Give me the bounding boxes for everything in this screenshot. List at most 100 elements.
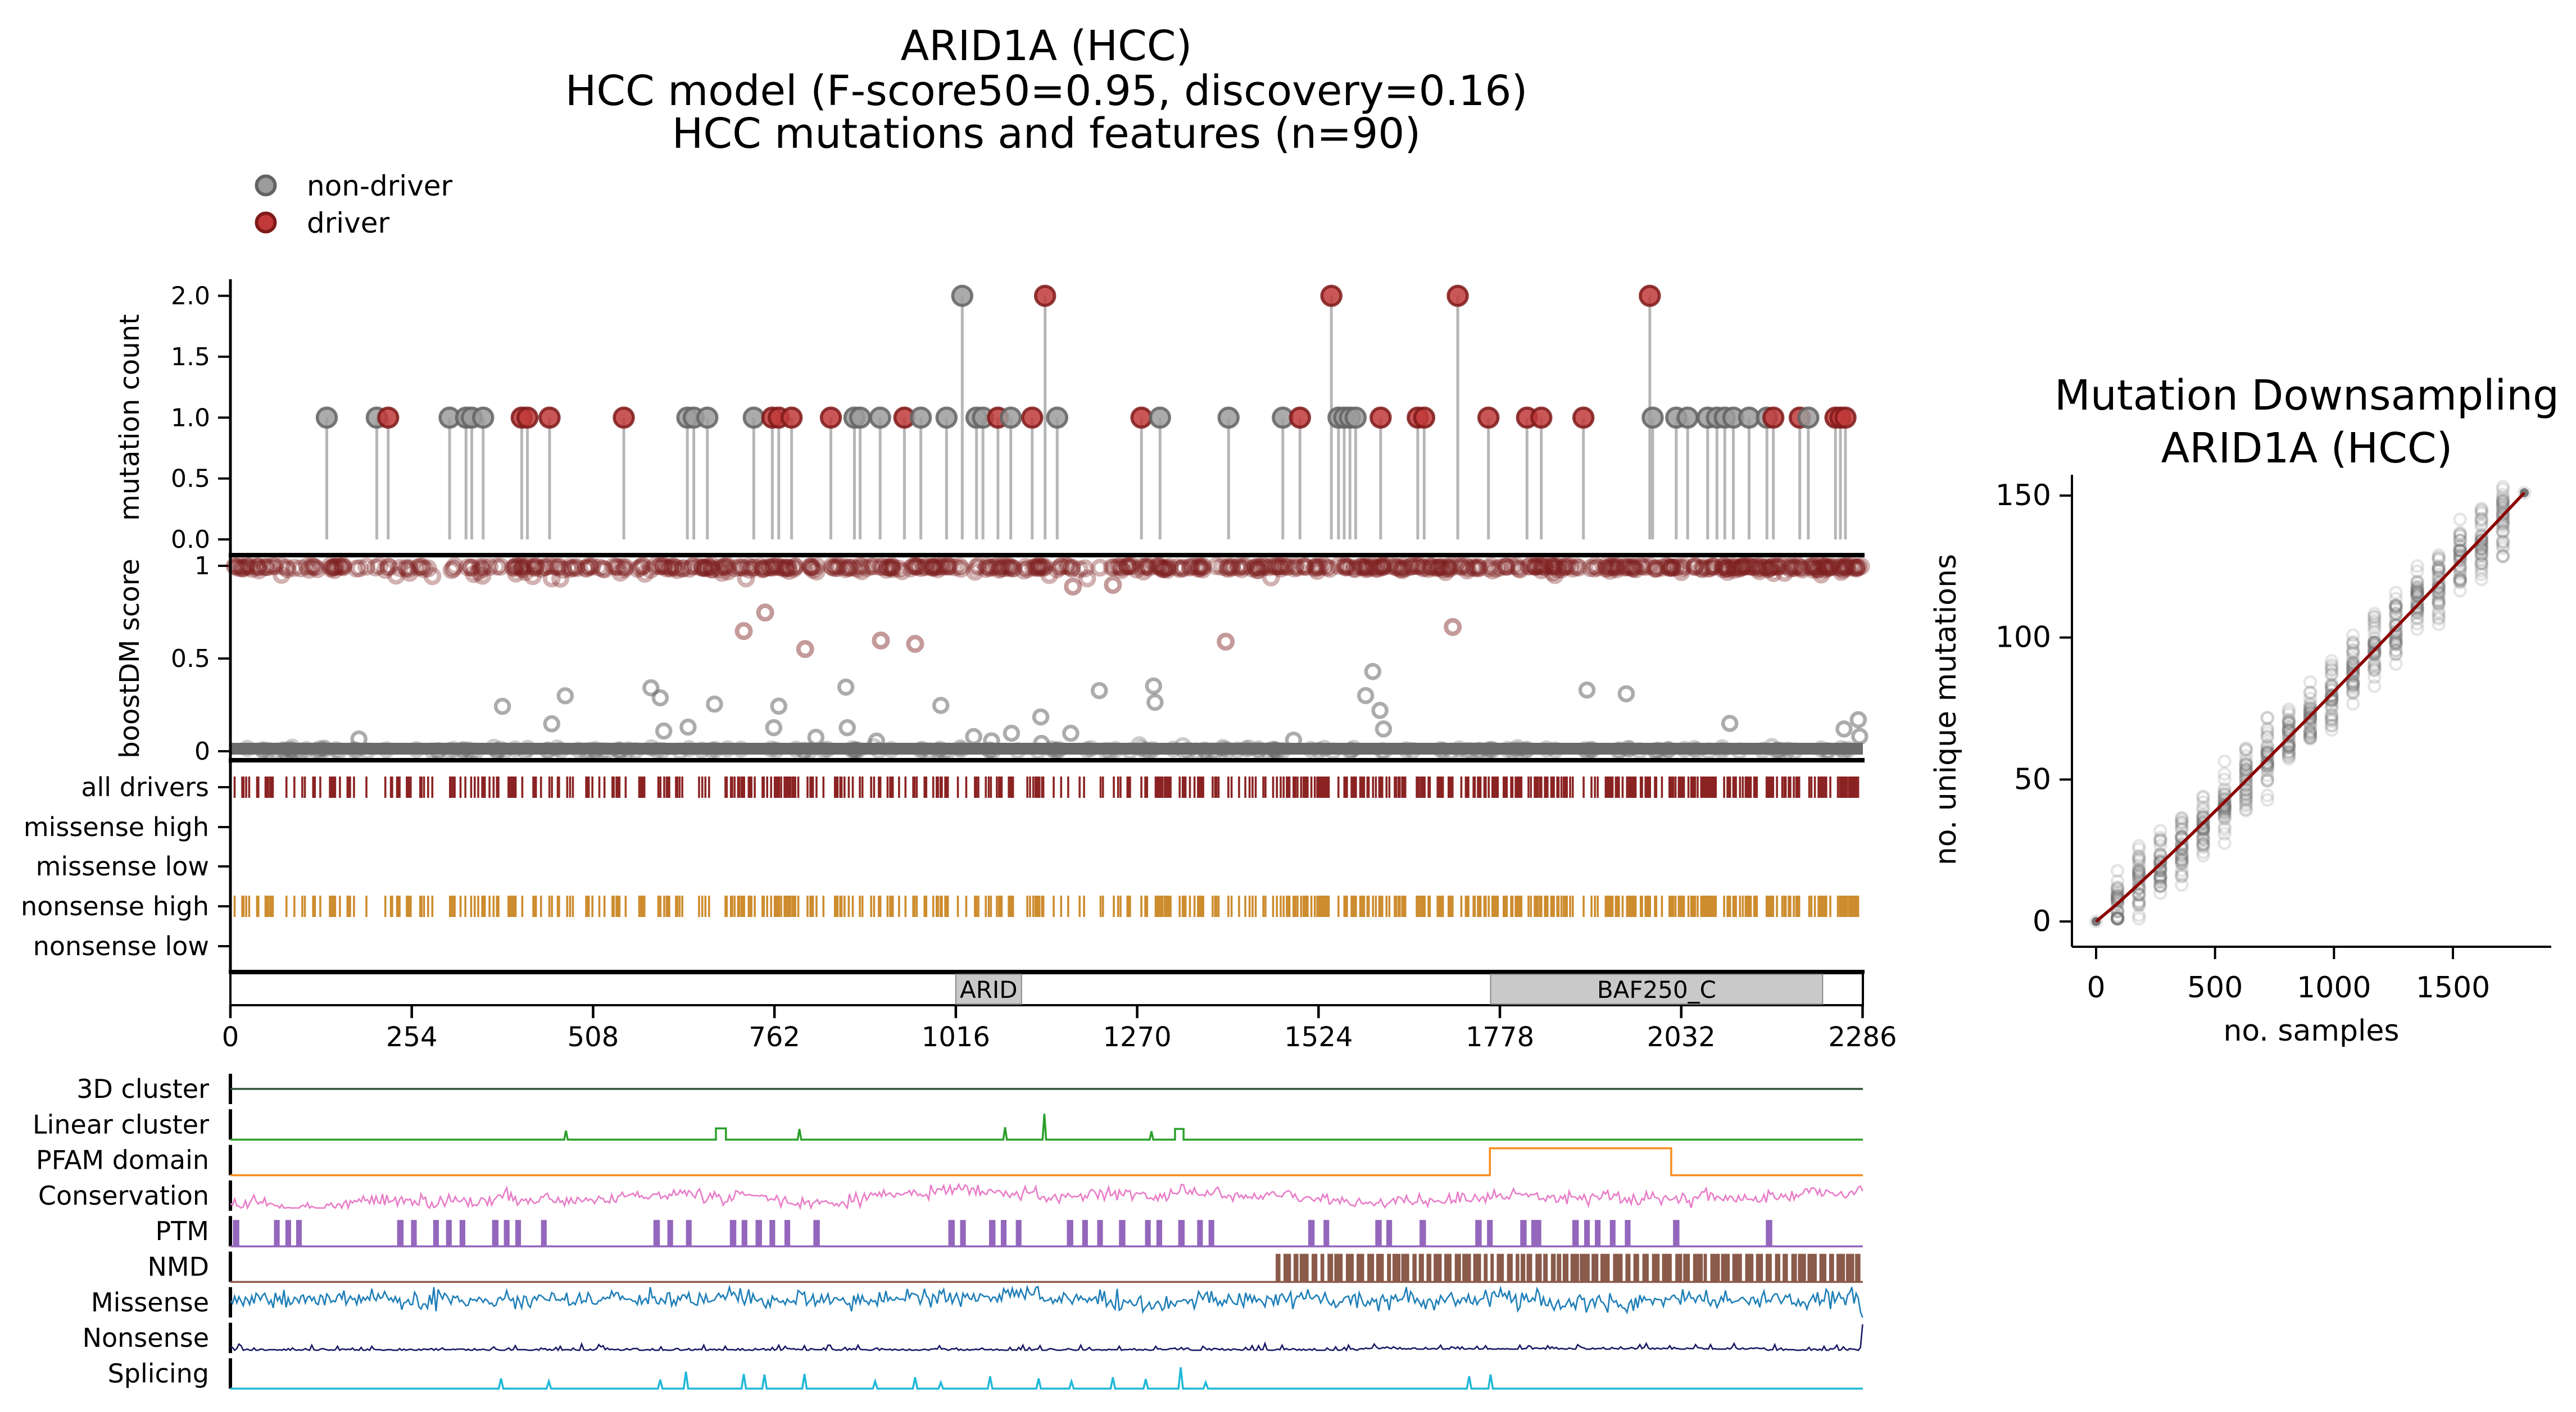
downsampling-point (2496, 507, 2510, 522)
boostdm-point-driver (1275, 557, 1293, 575)
boostdm-point-driver (1581, 559, 1599, 577)
boostdm-point-driver (273, 557, 291, 575)
boostdm-point-driver (732, 558, 751, 576)
downsampling-point (2153, 847, 2167, 861)
boostdm-point-driver (1318, 558, 1336, 576)
boostdm-point-driver (473, 566, 492, 585)
downsampling-point (2110, 905, 2125, 919)
boostdm-point-driver (1821, 557, 1840, 576)
downsampling-point (2175, 852, 2189, 866)
downsampling-point (2496, 500, 2510, 514)
downsampling-point (2474, 505, 2489, 519)
downsampling-point (2110, 874, 2125, 888)
downsampling-point (2175, 838, 2189, 852)
feature-track-label: 3D cluster (76, 1074, 209, 1104)
downsampling-point (2239, 758, 2253, 772)
downsampling-point (2303, 709, 2318, 724)
lollipop-marker-driver (1320, 284, 1343, 307)
boostdm-point-driver (248, 558, 267, 576)
downsampling-point (2389, 600, 2403, 614)
downsampling-point (2153, 869, 2167, 883)
boostdm-point-driver (695, 559, 713, 577)
downsampling-point (2217, 805, 2232, 819)
downsampling-point (2303, 706, 2318, 720)
boostdm-point-driver (330, 557, 349, 576)
domain-label-ARID: ARID (960, 976, 1018, 1004)
boostdm-point-driver (1437, 559, 1456, 577)
lollipop-marker-driver (1572, 406, 1595, 429)
boostdm-point-driver (1589, 558, 1607, 576)
downsampling-point (2217, 809, 2232, 824)
boostdm-point-driver (1154, 559, 1173, 578)
domain-xtick-label: 1524 (1284, 1021, 1353, 1053)
downsampling-point (2196, 800, 2210, 815)
boostdm-point-driver (1308, 562, 1327, 580)
boostdm-point-driver (767, 557, 786, 575)
feature-track-bar (1484, 1254, 1488, 1282)
feature-track-bar (1308, 1220, 1315, 1247)
downsampling-point (2474, 567, 2489, 582)
downsampling-point (2175, 816, 2189, 830)
boostdm-point-driver (292, 559, 310, 578)
feature-track-bar (1703, 1254, 1707, 1282)
boostdm-point-driver (1264, 557, 1282, 575)
feature-track-bar (1791, 1254, 1797, 1282)
boostdm-point-driver (325, 561, 344, 579)
downsampling-point (2496, 517, 2510, 532)
boostdm-point-driver (611, 564, 629, 582)
boostdm-point-driver (1373, 558, 1391, 576)
downsampling-point (2474, 529, 2489, 543)
feature-track-bar (1783, 1254, 1788, 1282)
boostdm-point-driver (926, 558, 944, 576)
feature-track-ptm: PTM (155, 1216, 1863, 1247)
boostdm-point-driver (1380, 557, 1399, 575)
boostdm-point-driver (725, 559, 744, 578)
boostdm-point-driver (334, 558, 353, 576)
boostdm-point-driver (651, 557, 670, 575)
boostdm-point-driver (605, 557, 623, 575)
downsampling-point (2389, 585, 2403, 600)
downsampling-point (2175, 815, 2189, 830)
downsampling-point (2239, 741, 2253, 755)
boostdm-point-driver (719, 562, 737, 580)
boostdm-point-driver (1549, 557, 1568, 576)
downsampling-point (2496, 496, 2510, 510)
downsampling-point (2432, 604, 2446, 619)
downsampling-point (2196, 815, 2210, 829)
boostdm-point-driver (661, 559, 680, 578)
downsampling-point (2196, 791, 2210, 805)
feature-track-bar (1595, 1220, 1601, 1247)
boostdm-point-driver (1181, 558, 1199, 576)
boostdm-point-driver (1802, 557, 1821, 576)
boostdm-point-driver (1396, 559, 1414, 578)
boostdm-point-driver (882, 559, 901, 577)
boostdm-point-driver (1040, 566, 1059, 584)
downsampling-point (2410, 576, 2424, 591)
downsampling-point (2089, 914, 2103, 929)
feature-track-bar (274, 1220, 280, 1247)
feature-track-bar (1807, 1254, 1817, 1282)
downsampling-point (2346, 666, 2360, 680)
feature-track-bar (1376, 1254, 1384, 1282)
feature-track-label: NMD (147, 1252, 209, 1282)
boostdm-point-driver (1153, 560, 1172, 579)
downsampling-point (2303, 707, 2318, 721)
downsampling-point (2368, 679, 2382, 693)
consequence-rug-ticks (233, 777, 1860, 917)
feature-track-bar (1642, 1254, 1649, 1282)
boostdm-point-driver (1812, 565, 1830, 584)
downsampling-point (2389, 635, 2403, 650)
downsampling-point (2453, 539, 2467, 554)
downsampling-point (2110, 910, 2125, 924)
boostdm-point-driver (843, 558, 862, 576)
boostdm-point-driver (594, 560, 613, 578)
boostdm-point-driver (1351, 557, 1369, 576)
downsampling-point (2496, 493, 2510, 507)
boostdm-point-driver (938, 557, 957, 575)
downsampling-point (2324, 708, 2339, 723)
downsampling-point (2217, 766, 2232, 781)
boostdm-point-driver (1531, 557, 1549, 575)
boostdm-point-driver (350, 559, 369, 578)
boostdm-point-non-driver (838, 719, 856, 737)
boostdm-point-driver (1817, 557, 1835, 576)
